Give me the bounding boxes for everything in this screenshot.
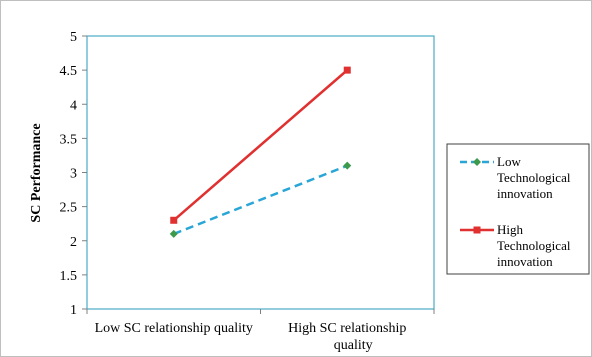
- y-tick-label: 2.5: [60, 201, 78, 216]
- data-point: [343, 161, 352, 170]
- y-tick-label: 3.5: [60, 132, 78, 147]
- y-tick-label: 1: [70, 303, 77, 318]
- y-tick-label: 5: [70, 30, 77, 45]
- y-tick-label: 3: [70, 167, 77, 182]
- y-axis-ticks: 1 1.5 2 2.5 3 3.5 4 4.5 5: [60, 30, 87, 318]
- legend: LowTechnologicalinnovationHighTechnologi…: [446, 143, 590, 275]
- legend-marker: [473, 158, 481, 166]
- plot-area: [86, 35, 435, 310]
- legend-marker: [473, 226, 481, 234]
- series-line-1: [173, 164, 348, 236]
- x-axis-labels: Low SC relationship quality High SC relat…: [86, 309, 435, 353]
- legend-label: Low: [497, 154, 521, 169]
- data-point: [169, 229, 178, 238]
- legend-label: High: [497, 222, 524, 237]
- x-category-label: Low SC relationship quality: [95, 321, 253, 336]
- legend-label: Technological: [497, 238, 571, 253]
- x-category-label: High SC relationship: [288, 321, 406, 336]
- legend-label: innovation: [497, 186, 553, 201]
- y-tick-label: 1.5: [60, 269, 78, 284]
- legend-box: [446, 143, 590, 275]
- x-category-label: quality: [334, 338, 373, 353]
- legend-label: innovation: [497, 254, 553, 269]
- y-tick-label: 2: [70, 235, 77, 250]
- legend-label: Technological: [497, 170, 571, 185]
- y-tick-label: 4.5: [60, 64, 78, 79]
- series-line-2: [172, 69, 349, 222]
- data-point: [343, 66, 351, 74]
- series-layer: [169, 66, 352, 238]
- y-tick-label: 4: [70, 98, 77, 113]
- data-point: [170, 216, 178, 224]
- y-axis-label: SC Performance: [29, 123, 44, 222]
